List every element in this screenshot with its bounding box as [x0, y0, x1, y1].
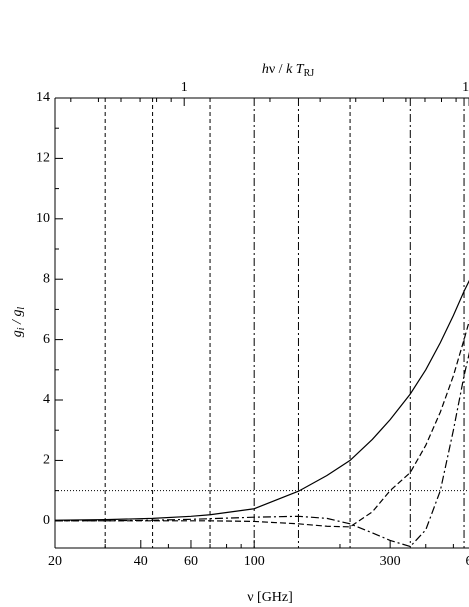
y-tick-label: 4: [43, 392, 50, 407]
y-tick-label: 14: [36, 90, 50, 105]
x-tick-label: 40: [134, 554, 148, 569]
x-tick-label: 20: [48, 554, 62, 569]
y-tick-label: 6: [43, 332, 50, 347]
y-axis-label: gi / gl: [10, 307, 27, 338]
y-tick-label: 8: [43, 271, 50, 286]
x2-tick-label: 1: [181, 80, 188, 95]
x-tick-label: 600: [465, 554, 469, 569]
y-tick-label: 12: [36, 151, 50, 166]
x-tick-label: 100: [244, 554, 265, 569]
line-series: [55, 351, 469, 548]
y-tick-label: 10: [36, 211, 50, 226]
line-series: [54, 279, 469, 521]
y-tick-label: 0: [43, 513, 50, 528]
x-tick-label: 60: [184, 554, 198, 569]
y-tick-label: 2: [43, 453, 50, 468]
x2-tick-label: 10: [462, 80, 469, 95]
line-series: [55, 319, 469, 528]
x-tick-label: 300: [380, 554, 401, 569]
x2-axis-label: hν / k TRJ: [262, 62, 314, 79]
x-axis-label: ν [GHz]: [247, 590, 293, 605]
